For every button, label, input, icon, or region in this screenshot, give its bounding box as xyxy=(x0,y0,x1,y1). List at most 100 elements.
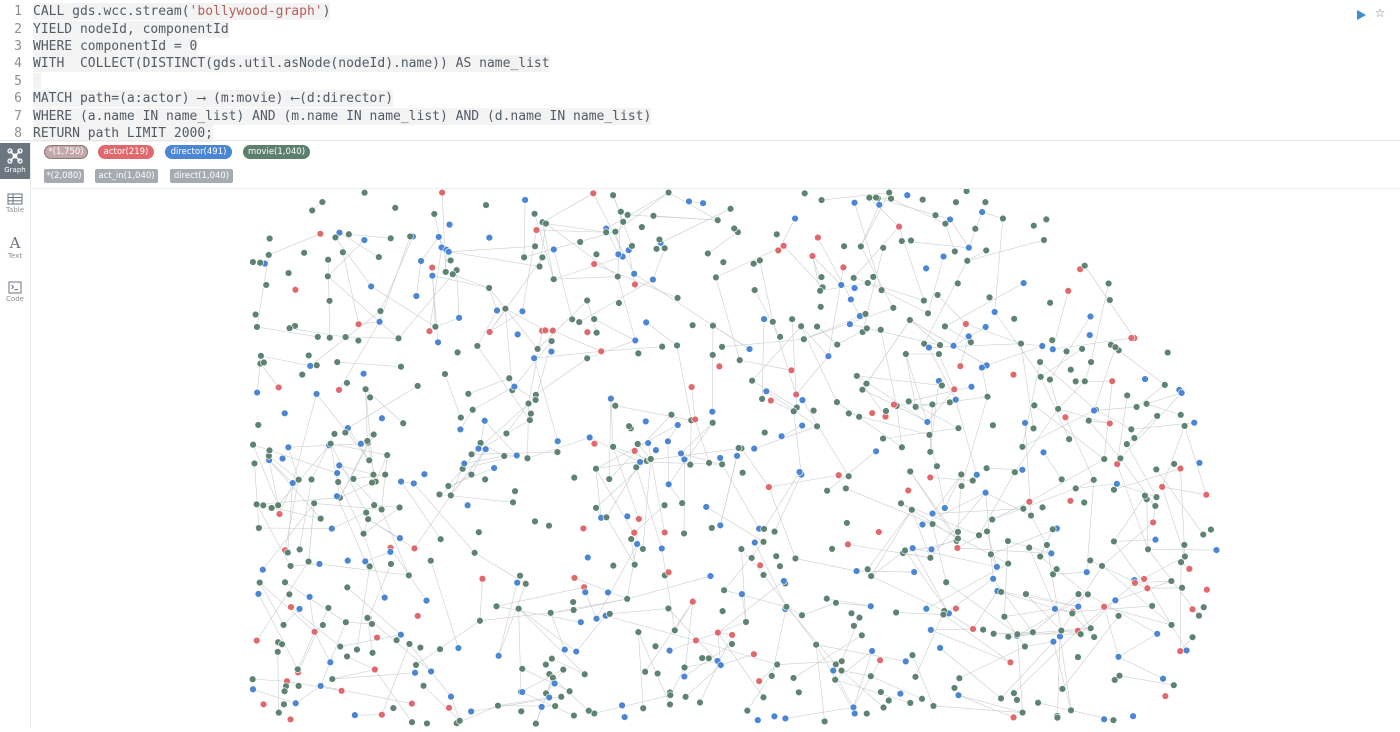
graph-node-movie[interactable] xyxy=(1181,423,1188,430)
graph-node-movie[interactable] xyxy=(431,211,438,218)
graph-node-movie[interactable] xyxy=(265,252,272,259)
graph-node-movie[interactable] xyxy=(1072,485,1079,492)
graph-node-actor[interactable] xyxy=(689,598,696,605)
graph-node-director[interactable] xyxy=(851,285,858,292)
graph-node-actor[interactable] xyxy=(765,484,772,491)
graph-node-actor[interactable] xyxy=(414,613,421,620)
graph-node-movie[interactable] xyxy=(1111,538,1118,545)
graph-node-movie[interactable] xyxy=(534,345,541,352)
graph-node-actor[interactable] xyxy=(951,386,958,393)
graph-node-director[interactable] xyxy=(982,324,989,331)
graph-node-movie[interactable] xyxy=(710,322,717,329)
graph-node-movie[interactable] xyxy=(355,337,362,344)
graph-node-movie[interactable] xyxy=(570,607,577,614)
graph-node-actor[interactable] xyxy=(715,629,722,636)
graph-node-movie[interactable] xyxy=(606,476,613,483)
graph-node-movie[interactable] xyxy=(263,282,270,289)
graph-node-director[interactable] xyxy=(328,525,335,532)
graph-node-director[interactable] xyxy=(965,244,972,251)
graph-node-movie[interactable] xyxy=(1087,557,1094,564)
graph-node-movie[interactable] xyxy=(682,693,689,700)
graph-node-movie[interactable] xyxy=(635,629,642,636)
graph-node-director[interactable] xyxy=(739,591,746,598)
graph-node-director[interactable] xyxy=(292,700,299,707)
graph-node-movie[interactable] xyxy=(308,476,315,483)
graph-node-movie[interactable] xyxy=(756,257,763,264)
legend-rel-act-in[interactable]: act_in(1,040) xyxy=(95,169,158,183)
graph-node-actor[interactable] xyxy=(1144,585,1151,592)
graph-node-movie[interactable] xyxy=(1054,714,1061,721)
graph-node-actor[interactable] xyxy=(632,281,639,288)
graph-node-actor[interactable] xyxy=(590,190,597,197)
graph-node-movie[interactable] xyxy=(986,294,993,301)
graph-node-movie[interactable] xyxy=(395,335,402,342)
graph-node-movie[interactable] xyxy=(771,528,778,535)
graph-node-movie[interactable] xyxy=(392,204,399,211)
legend-rel-direct[interactable]: direct(1,040) xyxy=(170,169,233,183)
graph-node-movie[interactable] xyxy=(1028,512,1035,519)
graph-node-movie[interactable] xyxy=(432,323,439,330)
graph-node-movie[interactable] xyxy=(387,235,394,242)
graph-node-director[interactable] xyxy=(279,455,286,462)
graph-node-movie[interactable] xyxy=(449,271,456,278)
graph-node-movie[interactable] xyxy=(880,704,887,711)
graph-node-movie[interactable] xyxy=(769,318,776,325)
graph-node-actor[interactable] xyxy=(338,687,345,694)
graph-node-movie[interactable] xyxy=(329,676,336,683)
graph-node-director[interactable] xyxy=(1087,313,1094,320)
graph-node-actor[interactable] xyxy=(845,541,852,548)
graph-node-movie[interactable] xyxy=(585,707,592,714)
graph-node-actor[interactable] xyxy=(374,634,381,641)
graph-node-movie[interactable] xyxy=(709,419,716,426)
graph-node-director[interactable] xyxy=(923,265,930,272)
graph-node-movie[interactable] xyxy=(898,238,905,245)
graph-node-actor[interactable] xyxy=(688,384,695,391)
graph-node-movie[interactable] xyxy=(919,695,926,702)
graph-node-actor[interactable] xyxy=(905,487,912,494)
graph-node-director[interactable] xyxy=(344,557,351,564)
graph-node-actor[interactable] xyxy=(288,604,295,611)
favorite-button[interactable]: ☆ xyxy=(1371,4,1389,22)
graph-node-movie[interactable] xyxy=(366,457,373,464)
graph-node-movie[interactable] xyxy=(814,323,821,330)
graph-node-movie[interactable] xyxy=(593,504,600,511)
graph-node-movie[interactable] xyxy=(1124,392,1131,399)
graph-node-actor[interactable] xyxy=(1141,576,1148,583)
graph-node-movie[interactable] xyxy=(877,689,884,696)
graph-node-movie[interactable] xyxy=(614,273,621,280)
graph-node-actor[interactable] xyxy=(591,261,598,268)
graph-node-movie[interactable] xyxy=(518,708,525,715)
graph-node-movie[interactable] xyxy=(681,664,688,671)
graph-node-movie[interactable] xyxy=(761,526,768,533)
graph-node-actor[interactable] xyxy=(446,704,453,711)
graph-node-movie[interactable] xyxy=(998,589,1005,596)
graph-node-director[interactable] xyxy=(825,353,832,360)
graph-node-movie[interactable] xyxy=(647,456,654,463)
graph-node-movie[interactable] xyxy=(350,476,357,483)
graph-node-director[interactable] xyxy=(1048,550,1055,557)
graph-node-movie[interactable] xyxy=(501,453,508,460)
graph-node-movie[interactable] xyxy=(932,212,939,219)
graph-node-movie[interactable] xyxy=(603,514,610,521)
graph-node-director[interactable] xyxy=(387,548,394,555)
graph-node-director[interactable] xyxy=(381,594,388,601)
graph-node-movie[interactable] xyxy=(1039,504,1046,511)
graph-node-movie[interactable] xyxy=(937,342,944,349)
graph-node-director[interactable] xyxy=(624,513,631,520)
graph-node-movie[interactable] xyxy=(885,697,892,704)
graph-node-movie[interactable] xyxy=(1091,634,1098,641)
graph-node-actor[interactable] xyxy=(1065,287,1072,294)
graph-node-movie[interactable] xyxy=(1145,546,1152,553)
graph-node-movie[interactable] xyxy=(417,644,424,651)
graph-node-movie[interactable] xyxy=(1005,538,1012,545)
graph-node-movie[interactable] xyxy=(739,469,746,476)
graph-node-movie[interactable] xyxy=(295,476,302,483)
graph-node-actor[interactable] xyxy=(954,545,961,552)
graph-node-director[interactable] xyxy=(586,434,593,441)
graph-node-actor[interactable] xyxy=(957,363,964,370)
graph-node-movie[interactable] xyxy=(667,692,674,699)
graph-node-director[interactable] xyxy=(678,450,685,457)
graph-node-movie[interactable] xyxy=(1178,559,1185,566)
graph-node-movie[interactable] xyxy=(342,429,349,436)
